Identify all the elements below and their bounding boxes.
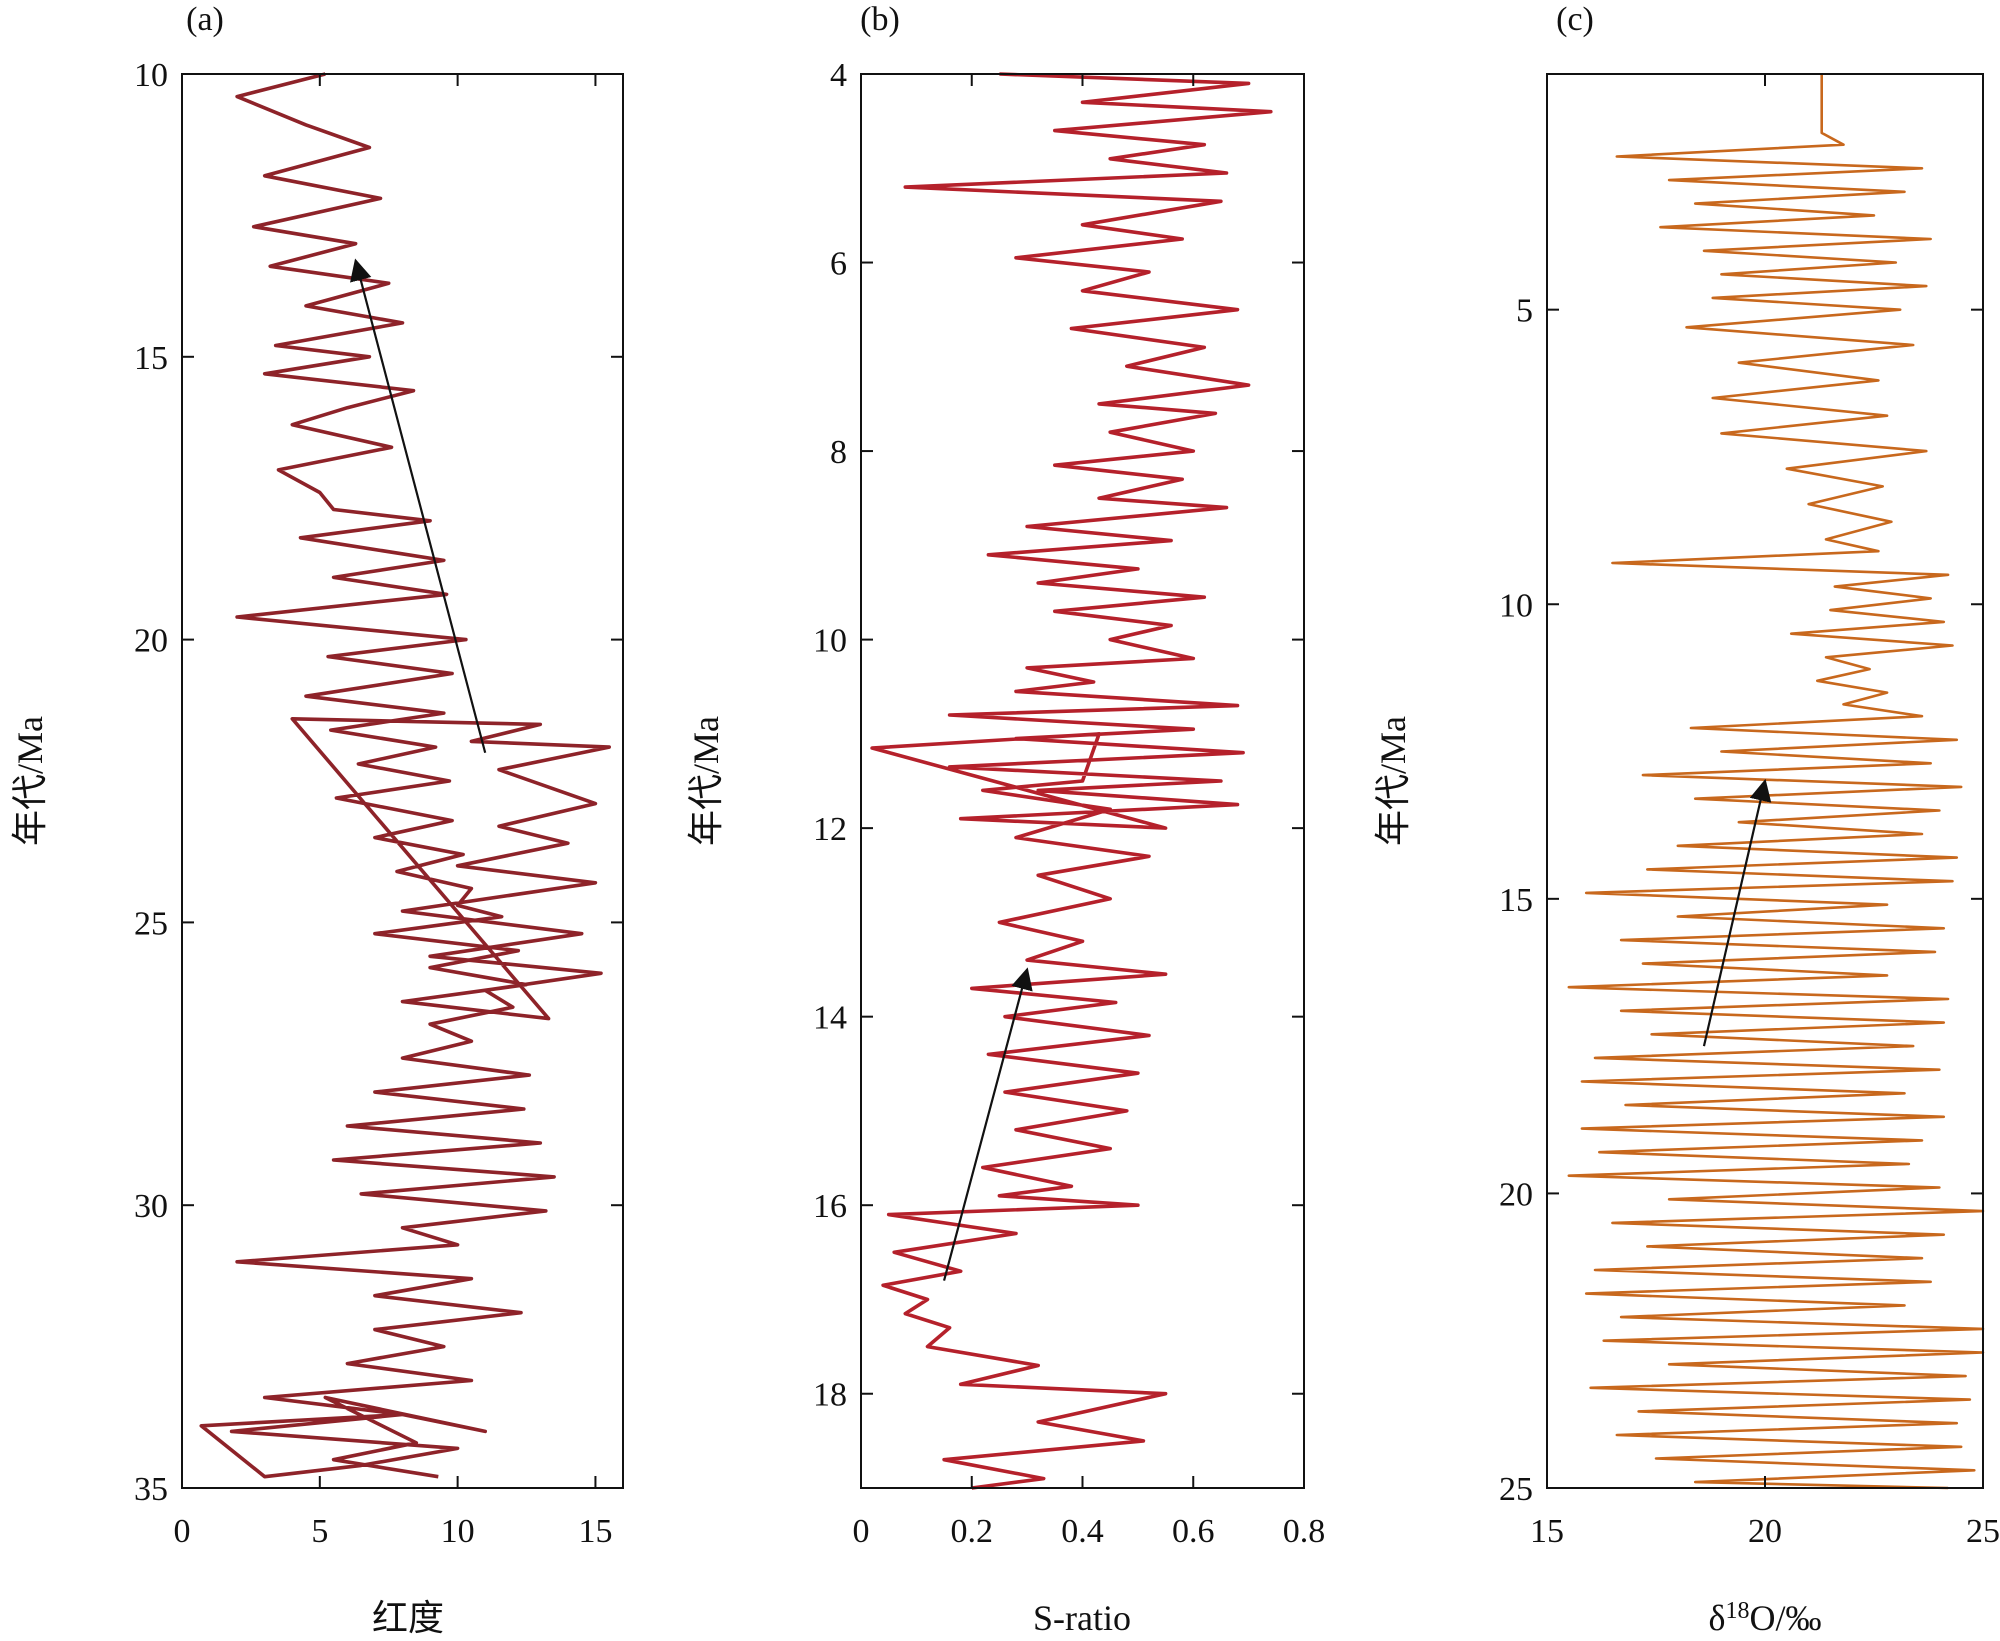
panel-c-trend-arrow xyxy=(1702,778,1772,1047)
panel-b-y-tick-label-14: 14 xyxy=(813,1000,847,1037)
panel-c-x-tick-label-20: 20 xyxy=(1748,1513,1782,1550)
panel-c-trend-arrow-layer xyxy=(1702,778,1772,1047)
panel-b-y-tick-label-6: 6 xyxy=(830,246,847,283)
panel-c-x-axis-title: δ18O/‰ xyxy=(1709,1598,1822,1638)
panel-b-trend-arrow-layer xyxy=(942,967,1033,1281)
panel-a-x-tick-label-10: 10 xyxy=(441,1513,475,1550)
panel-c-y-axis-title: 年代/Ma xyxy=(1373,716,1413,846)
panel-b-x-tick-label-0.2: 0.2 xyxy=(951,1513,994,1550)
panel-c-series-line-0 xyxy=(1567,74,1985,1490)
panel-b-y-tick-label-18: 18 xyxy=(813,1377,847,1414)
panel-b-y-tick-label-12: 12 xyxy=(813,811,847,848)
panel-b: (b) 0 0.2 0.4 0.6 0.8 4 6 8 10 12 14 16 18 S-ratio 年… xyxy=(686,1,1325,1638)
panel-a-x-tick-label-5: 5 xyxy=(311,1513,328,1550)
panel-a-y-tick-label-15: 15 xyxy=(134,340,168,377)
panel-a-y-tick-label-30: 30 xyxy=(134,1188,168,1225)
panel-b-y-tick-label-10: 10 xyxy=(813,623,847,660)
panel-b-x-tick-label-0.8: 0.8 xyxy=(1283,1513,1326,1550)
panel-c-x-tick-label-15: 15 xyxy=(1530,1513,1564,1550)
panel-b-y-axis-title: 年代/Ma xyxy=(686,716,726,846)
panel-b-trend-arrow xyxy=(942,967,1033,1281)
panel-b-series-line-0 xyxy=(870,72,1273,1490)
panel-a-y-tick-label-10: 10 xyxy=(134,57,168,94)
panel-a-label: (a) xyxy=(186,1,224,38)
panel-b-x-tick-label-0.6: 0.6 xyxy=(1172,1513,1215,1550)
panel-c-y-tick-label-10: 10 xyxy=(1499,587,1533,624)
panel-c-y-tick-label-20: 20 xyxy=(1499,1176,1533,1213)
panel-a: (a) 0 5 10 15 10 15 20 25 30 35 红度 年代/Ma xyxy=(10,1,624,1638)
panel-a-y-axis-title: 年代/Ma xyxy=(10,716,50,846)
panel-a-y-tick-label-20: 20 xyxy=(134,623,168,660)
panel-c-y-tick-label-5: 5 xyxy=(1516,293,1533,330)
panel-a-y-tick-label-25: 25 xyxy=(134,905,168,942)
panel-a-series-layer xyxy=(199,72,612,1479)
panel-a-plot-frame xyxy=(181,73,624,1489)
panel-a-trend-arrow-layer xyxy=(350,258,487,754)
panel-b-x-tick-label-0: 0 xyxy=(853,1513,870,1550)
panel-b-x-tick-label-0.4: 0.4 xyxy=(1061,1513,1104,1550)
panel-b-x-axis-title: S-ratio xyxy=(1033,1598,1131,1638)
panel-a-ticks: 0 5 10 15 10 15 20 25 30 35 xyxy=(134,57,623,1550)
panel-c-series-layer xyxy=(1567,74,1985,1490)
panel-c-y-tick-label-25: 25 xyxy=(1499,1471,1533,1508)
panel-b-y-tick-label-4: 4 xyxy=(830,57,847,94)
panel-c-x-tick-label-25: 25 xyxy=(1966,1513,2000,1550)
panel-a-series-line-0 xyxy=(199,72,612,1479)
panel-a-y-tick-label-35: 35 xyxy=(134,1471,168,1508)
panel-b-y-tick-label-8: 8 xyxy=(830,434,847,471)
panel-b-ticks: 0 0.2 0.4 0.6 0.8 4 6 8 10 12 14 16 18 xyxy=(813,57,1325,1550)
panel-c-y-tick-label-15: 15 xyxy=(1499,882,1533,919)
panel-b-y-tick-label-16: 16 xyxy=(813,1188,847,1225)
panel-a-x-tick-label-15: 15 xyxy=(578,1513,612,1550)
panel-b-series-layer xyxy=(870,72,1273,1490)
panel-b-label: (b) xyxy=(860,1,900,38)
panel-c-ticks: 15 20 25 5 10 15 20 25 xyxy=(1499,74,2000,1550)
panel-c-label: (c) xyxy=(1556,1,1594,38)
panel-a-x-tick-label-0: 0 xyxy=(174,1513,191,1550)
panel-a-trend-arrow xyxy=(350,258,487,754)
panel-c: (c) 15 20 25 5 10 15 20 25 δ18O/‰ 年代/Ma xyxy=(1373,1,2000,1638)
panel-a-x-axis-title: 红度 xyxy=(372,1598,444,1638)
